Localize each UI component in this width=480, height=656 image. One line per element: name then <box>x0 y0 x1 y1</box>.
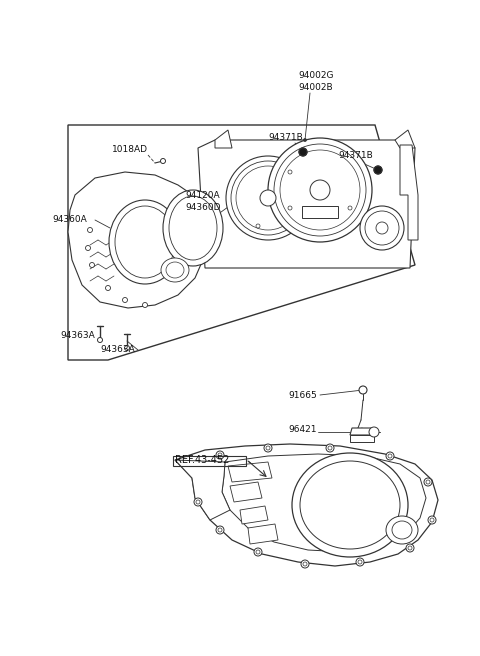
Circle shape <box>218 453 222 457</box>
Circle shape <box>288 206 292 210</box>
Circle shape <box>426 480 430 484</box>
Circle shape <box>406 544 414 552</box>
Circle shape <box>256 224 260 228</box>
Circle shape <box>160 159 166 163</box>
Circle shape <box>374 166 382 174</box>
Circle shape <box>196 500 200 504</box>
Polygon shape <box>228 462 272 482</box>
Circle shape <box>365 211 399 245</box>
Ellipse shape <box>109 200 181 284</box>
Circle shape <box>254 548 262 556</box>
Polygon shape <box>230 482 262 502</box>
Text: 94371B: 94371B <box>338 152 373 161</box>
Ellipse shape <box>163 190 223 266</box>
Polygon shape <box>400 145 418 240</box>
Circle shape <box>280 150 360 230</box>
Polygon shape <box>175 444 438 566</box>
Circle shape <box>89 262 95 268</box>
Circle shape <box>194 498 202 506</box>
Polygon shape <box>395 130 415 148</box>
Circle shape <box>266 446 270 450</box>
Text: 94002B: 94002B <box>298 83 333 91</box>
Text: 94363A: 94363A <box>100 346 135 354</box>
Circle shape <box>408 546 412 550</box>
Circle shape <box>299 148 307 156</box>
Circle shape <box>301 560 309 568</box>
Text: 94360A: 94360A <box>52 216 87 224</box>
Circle shape <box>87 228 93 232</box>
Circle shape <box>388 454 392 458</box>
Text: 94120A: 94120A <box>185 190 220 199</box>
Ellipse shape <box>292 453 408 557</box>
Text: 1018AD: 1018AD <box>112 146 148 155</box>
Circle shape <box>124 346 130 350</box>
Polygon shape <box>240 506 268 524</box>
Circle shape <box>328 446 332 450</box>
Polygon shape <box>350 435 374 442</box>
Circle shape <box>264 444 272 452</box>
Text: 94002G: 94002G <box>298 70 334 79</box>
Circle shape <box>236 166 300 230</box>
Polygon shape <box>68 125 415 360</box>
Polygon shape <box>222 454 426 552</box>
Circle shape <box>348 206 352 210</box>
Circle shape <box>216 451 224 459</box>
Circle shape <box>303 138 307 142</box>
Text: 96421: 96421 <box>288 426 316 434</box>
Text: 94360D: 94360D <box>185 203 220 211</box>
Text: 91665: 91665 <box>288 390 317 400</box>
Ellipse shape <box>161 258 189 282</box>
Circle shape <box>288 170 292 174</box>
Polygon shape <box>215 130 232 148</box>
Circle shape <box>106 285 110 291</box>
Circle shape <box>430 518 434 522</box>
Circle shape <box>268 138 372 242</box>
Circle shape <box>326 444 334 452</box>
Circle shape <box>260 190 276 206</box>
Polygon shape <box>248 524 278 544</box>
Circle shape <box>424 478 432 486</box>
Circle shape <box>374 166 382 174</box>
Circle shape <box>356 558 364 566</box>
Circle shape <box>376 222 388 234</box>
Ellipse shape <box>392 521 412 539</box>
Circle shape <box>303 562 307 566</box>
Ellipse shape <box>169 196 217 260</box>
Ellipse shape <box>115 206 175 278</box>
FancyBboxPatch shape <box>302 206 338 218</box>
Circle shape <box>216 526 224 534</box>
Circle shape <box>299 148 307 156</box>
Circle shape <box>256 550 260 554</box>
Circle shape <box>386 452 394 460</box>
Circle shape <box>274 144 366 236</box>
Circle shape <box>428 516 436 524</box>
Ellipse shape <box>386 516 418 544</box>
Polygon shape <box>350 428 374 435</box>
Ellipse shape <box>166 262 184 278</box>
Circle shape <box>360 206 404 250</box>
Circle shape <box>359 386 367 394</box>
Circle shape <box>218 528 222 532</box>
Text: REF.43-452: REF.43-452 <box>175 455 229 465</box>
Polygon shape <box>175 460 230 520</box>
Text: 94363A: 94363A <box>60 331 95 340</box>
Ellipse shape <box>300 461 400 549</box>
Circle shape <box>85 245 91 251</box>
Polygon shape <box>198 140 415 268</box>
Polygon shape <box>68 172 210 308</box>
Circle shape <box>226 156 310 240</box>
Circle shape <box>97 337 103 342</box>
Text: 94371B: 94371B <box>268 134 303 142</box>
Circle shape <box>122 298 128 302</box>
Circle shape <box>310 180 330 200</box>
Circle shape <box>358 560 362 564</box>
Circle shape <box>231 161 305 235</box>
Circle shape <box>143 302 147 308</box>
Circle shape <box>369 427 379 437</box>
